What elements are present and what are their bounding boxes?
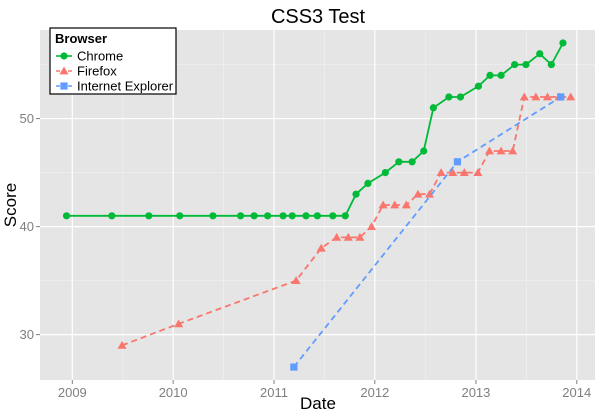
data-point-chrome (381, 168, 389, 177)
data-point-firefox (378, 200, 388, 209)
legend-label: Firefox (77, 64, 117, 79)
data-point-firefox (425, 189, 435, 198)
data-point-firefox (542, 92, 552, 101)
data-point-internet-explorer (290, 363, 298, 371)
data-point-chrome (62, 212, 71, 220)
axis-layer: 2009 2010 2011 2012 2013 2014 30 40 50 (20, 111, 592, 400)
x-tick-label: 2010 (159, 385, 188, 400)
x-tick-label: 2014 (562, 385, 591, 400)
data-point-chrome (364, 179, 372, 187)
data-point-chrome (536, 50, 544, 58)
data-point-firefox (355, 232, 365, 241)
legend-title: Browser (55, 31, 107, 46)
data-point-firefox (316, 243, 326, 252)
x-tick-label: 2013 (461, 385, 490, 400)
data-point-chrome (474, 82, 483, 90)
data-point-chrome (511, 60, 519, 69)
legend-item-firefox: Firefox (56, 64, 117, 79)
data-point-chrome (250, 212, 258, 220)
data-point-chrome (302, 212, 310, 220)
legend-key-marker (60, 52, 68, 60)
data-point-firefox (496, 146, 506, 155)
data-point-chrome (288, 212, 296, 220)
data-point-firefox (117, 340, 127, 349)
data-point-chrome (486, 71, 494, 79)
legend-label: Internet Explorer (77, 79, 174, 94)
data-point-chrome (209, 212, 217, 220)
data-point-firefox (531, 92, 541, 101)
y-tick-label: 50 (20, 111, 34, 126)
legend-key-marker (60, 82, 68, 90)
data-point-firefox (367, 222, 377, 230)
legend-item-internet-explorer: Internet Explorer (56, 79, 174, 94)
data-point-firefox (401, 200, 411, 209)
data-point-firefox (332, 232, 342, 241)
data-point-firefox (174, 319, 184, 328)
data-point-internet-explorer (557, 93, 565, 101)
data-point-firefox (413, 189, 423, 198)
legend-label: Chrome (77, 49, 123, 64)
data-point-chrome (341, 212, 349, 220)
x-tick-label: 2012 (360, 385, 389, 400)
x-tick-label: 2011 (260, 385, 288, 400)
data-point-chrome (408, 158, 416, 166)
y-tick-label: 30 (20, 327, 34, 342)
data-point-chrome (429, 104, 437, 112)
data-point-chrome (559, 39, 567, 47)
data-point-firefox (519, 92, 529, 101)
data-point-chrome (497, 71, 505, 79)
data-point-chrome (108, 212, 116, 220)
y-axis-title: Score (1, 183, 20, 227)
data-point-chrome (395, 158, 403, 166)
y-tick-label: 40 (20, 219, 34, 234)
data-point-firefox (459, 168, 469, 176)
data-point-chrome (145, 212, 153, 220)
chart-title: CSS3 Test (271, 6, 366, 28)
data-point-chrome (522, 60, 530, 69)
series-layer (62, 39, 576, 371)
data-point-firefox (448, 168, 458, 176)
data-point-chrome (279, 212, 287, 220)
data-point-chrome (456, 93, 465, 101)
data-point-chrome (313, 212, 321, 220)
data-point-chrome (445, 93, 453, 101)
data-point-chrome (329, 212, 337, 220)
data-point-chrome (420, 147, 428, 155)
data-point-firefox (484, 146, 494, 155)
legend-key-marker (59, 66, 69, 75)
data-point-chrome (264, 212, 272, 220)
data-point-chrome (176, 212, 184, 220)
series-firefox (117, 92, 576, 349)
series-internet-explorer (290, 93, 565, 371)
data-point-chrome (547, 60, 555, 69)
data-point-chrome (236, 212, 245, 220)
data-point-firefox (566, 92, 576, 101)
x-tick-label: 2009 (58, 385, 87, 400)
data-point-firefox (473, 168, 483, 176)
legend-item-chrome: Chrome (56, 49, 123, 64)
data-point-firefox (508, 146, 518, 155)
legend-box (49, 27, 177, 95)
data-point-internet-explorer (453, 158, 462, 166)
data-point-chrome (352, 190, 360, 198)
data-point-firefox (390, 200, 400, 209)
data-point-firefox (291, 276, 301, 284)
data-point-firefox (436, 168, 446, 176)
x-axis-title: Date (300, 394, 336, 413)
data-point-firefox (343, 232, 353, 241)
series-chrome (62, 39, 567, 220)
